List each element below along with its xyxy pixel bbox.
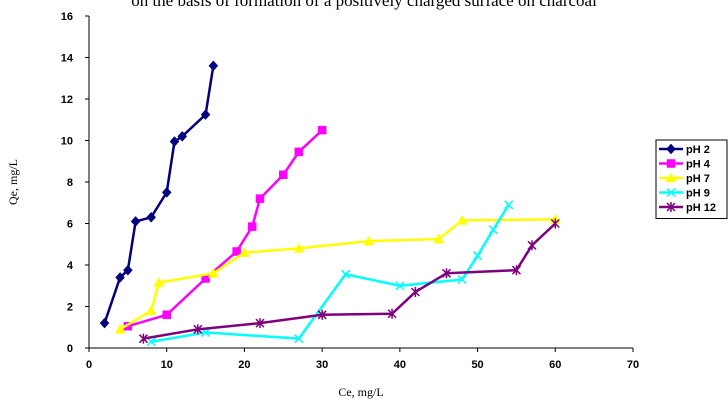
star-marker	[387, 308, 397, 319]
x-marker	[395, 281, 405, 291]
x-marker	[473, 251, 483, 261]
diamond-marker	[130, 216, 141, 227]
y-tick-label: 0	[67, 343, 73, 355]
series-ph-9	[146, 200, 514, 347]
series-ph-7	[114, 213, 561, 334]
square-marker	[232, 247, 241, 256]
square-marker	[162, 310, 171, 320]
x-tick-label: 60	[549, 359, 561, 371]
star-marker	[666, 202, 676, 212]
triangle-marker	[114, 323, 126, 334]
diamond-marker	[177, 130, 188, 142]
star-marker	[193, 324, 203, 335]
triangle-marker	[293, 242, 305, 253]
legend-item: pH 7	[659, 172, 710, 185]
star-marker	[527, 240, 537, 251]
triangle-marker	[207, 267, 219, 278]
legend-label: pH 12	[686, 202, 716, 214]
plot-frame	[88, 16, 633, 349]
diamond-marker	[666, 143, 676, 155]
y-tick-label: 6	[67, 219, 73, 231]
diamond-marker	[169, 136, 180, 147]
series-layer	[99, 60, 561, 347]
x-marker	[340, 269, 350, 279]
x-marker	[504, 200, 514, 210]
star-marker	[255, 318, 265, 329]
series-line	[119, 218, 556, 331]
x-tick-label: 50	[471, 359, 483, 371]
star-marker	[317, 309, 327, 320]
series-ph-2	[99, 60, 219, 329]
y-tick-label: 8	[67, 177, 73, 189]
square-marker	[255, 194, 265, 203]
x-marker	[294, 334, 304, 344]
square-marker	[247, 222, 257, 231]
legend-label: pH 9	[686, 188, 710, 200]
legend-label: pH 7	[686, 173, 710, 185]
triangle-marker	[363, 235, 375, 246]
legend-label: pH 2	[686, 144, 710, 156]
x-axis-ticks: 0 10 20 30 40 50 60 70	[86, 348, 639, 371]
star-marker	[550, 218, 560, 229]
x-marker	[457, 274, 467, 285]
diamond-marker	[115, 272, 125, 283]
triangle-marker	[433, 233, 445, 244]
triangle-marker	[239, 247, 250, 257]
x-tick-label: 40	[394, 359, 406, 371]
y-axis-label: Qe, mg/L	[6, 159, 20, 205]
triangle-marker	[456, 214, 468, 225]
x-tick-label: 20	[238, 359, 250, 371]
square-marker	[317, 125, 327, 135]
square-marker	[294, 147, 304, 157]
y-tick-label: 14	[61, 53, 74, 65]
triangle-marker	[153, 277, 165, 287]
star-marker	[410, 286, 420, 297]
legend-label: pH 4	[686, 159, 711, 171]
x-tick-label: 30	[316, 359, 328, 371]
legend-item: pH 4	[659, 159, 711, 171]
x-marker	[666, 187, 676, 198]
y-tick-label: 10	[61, 136, 73, 148]
x-marker	[146, 337, 156, 347]
y-tick-label: 16	[61, 11, 73, 23]
diamond-marker	[123, 264, 133, 276]
diamond-marker	[200, 109, 211, 120]
y-tick-label: 2	[67, 302, 73, 314]
chart-legend: pH 2 pH 4 pH 7 pH 9 pH 12	[655, 139, 728, 219]
x-tick-label: 10	[161, 359, 173, 371]
triangle-marker	[145, 305, 157, 315]
x-tick-label: 0	[86, 359, 92, 371]
x-axis-label: Ce, mg/L	[338, 385, 383, 399]
square-marker	[666, 159, 676, 168]
series-line	[103, 65, 215, 324]
y-tick-label: 12	[61, 94, 73, 106]
diamond-marker	[146, 211, 157, 223]
x-tick-label: 70	[627, 359, 639, 371]
series-line	[143, 222, 557, 340]
diamond-marker	[161, 187, 172, 198]
series-ph-4	[123, 125, 327, 331]
square-marker	[279, 170, 288, 179]
cut-off-caption-text: on the basis of formation of a positivel…	[131, 0, 597, 10]
diamond-marker	[208, 60, 219, 72]
series-ph-12	[138, 218, 560, 344]
y-tick-label: 4	[67, 260, 74, 272]
triangle-marker	[665, 172, 677, 183]
legend-item: pH 12	[659, 202, 716, 214]
star-marker	[441, 268, 452, 279]
star-marker	[511, 265, 521, 276]
diamond-marker	[99, 317, 110, 329]
y-axis-ticks: 0 2 4 6 8 10 12 14 16	[61, 11, 89, 355]
series-line	[127, 129, 323, 328]
x-marker	[488, 225, 498, 235]
legend-item: pH 2	[659, 143, 710, 156]
legend-item: pH 9	[659, 188, 710, 200]
star-marker	[138, 333, 148, 344]
